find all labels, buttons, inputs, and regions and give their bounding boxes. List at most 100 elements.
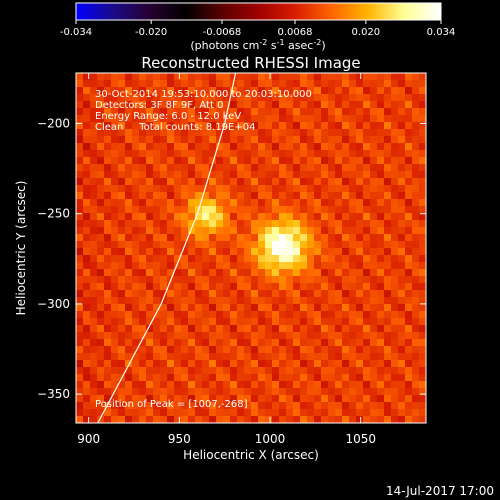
- heatmap-cell: [265, 255, 273, 263]
- heatmap-cell: [279, 108, 287, 116]
- heatmap-cell: [335, 339, 343, 347]
- heatmap-cell: [125, 164, 133, 172]
- heatmap-cell: [195, 150, 203, 158]
- heatmap-cell: [356, 318, 364, 326]
- heatmap-cell: [195, 290, 203, 298]
- heatmap-cell: [160, 325, 168, 333]
- heatmap-cell: [258, 178, 266, 186]
- heatmap-cell: [377, 360, 385, 368]
- heatmap-cell: [342, 311, 350, 319]
- heatmap-cell: [279, 248, 287, 256]
- heatmap-cell: [321, 115, 329, 123]
- heatmap-cell: [377, 213, 385, 221]
- heatmap-cell: [223, 367, 231, 375]
- heatmap-cell: [118, 87, 126, 95]
- heatmap-cell: [412, 409, 420, 417]
- heatmap-cell: [139, 164, 147, 172]
- heatmap-cell: [153, 129, 161, 137]
- heatmap-cell: [202, 283, 210, 291]
- heatmap-cell: [209, 94, 217, 102]
- heatmap-cell: [83, 150, 91, 158]
- heatmap-cell: [391, 171, 399, 179]
- heatmap-cell: [398, 388, 406, 396]
- heatmap-cell: [244, 402, 252, 410]
- heatmap-cell: [265, 206, 273, 214]
- heatmap-cell: [125, 290, 133, 298]
- heatmap-cell: [258, 381, 266, 389]
- heatmap-cell: [384, 332, 392, 340]
- heatmap-cell: [300, 283, 308, 291]
- heatmap-cell: [293, 297, 301, 305]
- heatmap-cell: [174, 206, 182, 214]
- heatmap-cell: [328, 241, 336, 249]
- heatmap-cell: [286, 101, 294, 109]
- heatmap-cell: [258, 262, 266, 270]
- heatmap-cell: [251, 73, 259, 81]
- heatmap-cell: [300, 332, 308, 340]
- heatmap-cell: [195, 199, 203, 207]
- heatmap-cell: [223, 409, 231, 417]
- heatmap-cell: [209, 255, 217, 263]
- heatmap-cell: [370, 87, 378, 95]
- heatmap-cell: [307, 276, 315, 284]
- heatmap-cell: [328, 248, 336, 256]
- heatmap-cell: [342, 255, 350, 263]
- heatmap-cell: [328, 402, 336, 410]
- heatmap-cell: [300, 122, 308, 130]
- heatmap-cell: [391, 381, 399, 389]
- heatmap-cell: [377, 409, 385, 417]
- heatmap-cell: [83, 248, 91, 256]
- heatmap-cell: [307, 129, 315, 137]
- heatmap-cell: [97, 283, 105, 291]
- heatmap-cell: [377, 157, 385, 165]
- heatmap-cell: [111, 220, 119, 228]
- heatmap-cell: [209, 87, 217, 95]
- heatmap-cell: [300, 101, 308, 109]
- heatmap-cell: [314, 199, 322, 207]
- heatmap-cell: [216, 318, 224, 326]
- heatmap-cell: [412, 115, 420, 123]
- heatmap-cell: [146, 395, 154, 403]
- heatmap-cell: [132, 248, 140, 256]
- heatmap-cell: [111, 248, 119, 256]
- heatmap-cell: [244, 157, 252, 165]
- heatmap-cell: [307, 388, 315, 396]
- heatmap-cell: [286, 192, 294, 200]
- heatmap-cell: [272, 374, 280, 382]
- heatmap-cell: [314, 136, 322, 144]
- heatmap-cell: [321, 402, 329, 410]
- heatmap-cell: [216, 199, 224, 207]
- heatmap-cell: [335, 388, 343, 396]
- heatmap-cell: [258, 94, 266, 102]
- heatmap-cell: [328, 311, 336, 319]
- heatmap-cell: [104, 276, 112, 284]
- heatmap-cell: [391, 122, 399, 130]
- heatmap-cell: [202, 304, 210, 312]
- heatmap-cell: [90, 199, 98, 207]
- heatmap-cell: [279, 80, 287, 88]
- heatmap-cell: [167, 360, 175, 368]
- heatmap-cell: [97, 192, 105, 200]
- heatmap-cell: [237, 150, 245, 158]
- heatmap-cell: [377, 353, 385, 361]
- heatmap-cell: [370, 332, 378, 340]
- heatmap-cell: [83, 374, 91, 382]
- heatmap-cell: [237, 318, 245, 326]
- heatmap-cell: [356, 262, 364, 270]
- heatmap-cell: [195, 269, 203, 277]
- heatmap-cell: [188, 283, 196, 291]
- heatmap-cell: [391, 185, 399, 193]
- heatmap-cell: [286, 80, 294, 88]
- heatmap-cell: [104, 213, 112, 221]
- heatmap-cell: [335, 290, 343, 298]
- heatmap-cell: [300, 353, 308, 361]
- heatmap-cell: [328, 206, 336, 214]
- heatmap-cell: [111, 101, 119, 109]
- heatmap-cell: [132, 94, 140, 102]
- heatmap-cell: [104, 94, 112, 102]
- heatmap-cell: [132, 276, 140, 284]
- heatmap-cell: [209, 283, 217, 291]
- heatmap-cell: [160, 332, 168, 340]
- heatmap-cell: [300, 115, 308, 123]
- heatmap-cell: [342, 374, 350, 382]
